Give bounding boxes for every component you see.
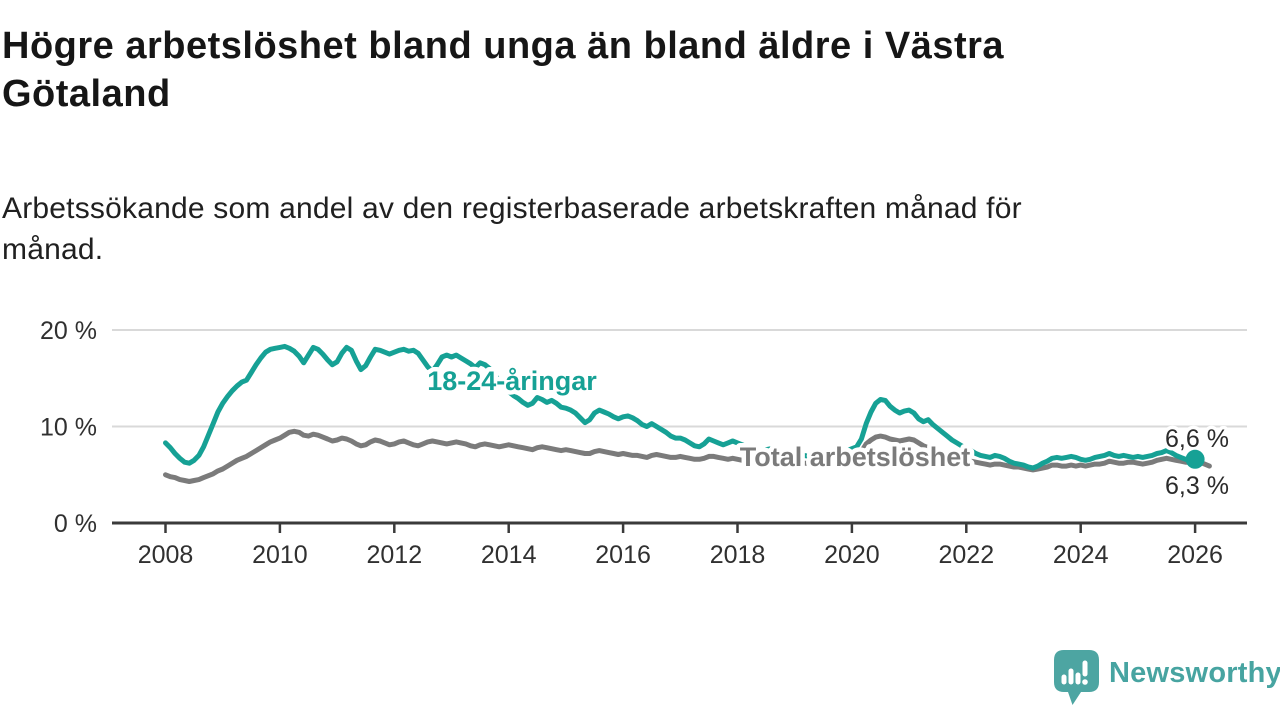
newsworthy-logo: Newsworthy xyxy=(1053,649,1280,706)
young-series-line xyxy=(163,343,1198,471)
svg-text:2020: 2020 xyxy=(824,541,880,569)
young-end-dot xyxy=(1185,449,1205,469)
svg-text:0 %: 0 % xyxy=(54,510,97,538)
chart-area: 0 % 10 % 20 % 2008 2010 2012 2014 2016 2018 2020… xyxy=(0,300,1280,585)
page-title: Högre arbetslöshet bland unga än bland ä… xyxy=(2,25,1005,115)
unemployment-line-chart: 0 % 10 % 20 % 2008 2010 2012 2014 2016 2018 2020… xyxy=(40,317,1247,569)
young-series-label: 18-24-åringar xyxy=(427,366,597,396)
svg-text:2022: 2022 xyxy=(938,541,994,569)
total-series-label: Total arbetslöshet xyxy=(740,442,971,472)
svg-text:2014: 2014 xyxy=(481,541,537,569)
x-axis: 2008 2010 2012 2014 2016 2018 2020 2022 2024 2026 xyxy=(112,521,1247,569)
total-end-value-label: 6,3 % xyxy=(1165,472,1229,500)
newsworthy-logo-text: Newsworthy xyxy=(1109,657,1280,689)
page-subtitle: Arbetssökande som andel av den registerb… xyxy=(2,192,1022,266)
young-end-value-label: 6,6 % xyxy=(1165,425,1229,453)
newsworthy-logo-icon xyxy=(1054,650,1099,705)
svg-text:2026: 2026 xyxy=(1167,541,1223,569)
gridlines xyxy=(112,329,1247,428)
svg-text:10 %: 10 % xyxy=(40,414,97,442)
y-axis-labels: 0 % 10 % 20 % xyxy=(40,317,97,538)
svg-text:2018: 2018 xyxy=(710,541,766,569)
svg-text:20 %: 20 % xyxy=(40,317,97,345)
svg-text:2012: 2012 xyxy=(366,541,422,569)
svg-text:2010: 2010 xyxy=(252,541,308,569)
svg-text:2016: 2016 xyxy=(595,541,651,569)
svg-text:2008: 2008 xyxy=(138,541,194,569)
svg-text:2024: 2024 xyxy=(1053,541,1109,569)
